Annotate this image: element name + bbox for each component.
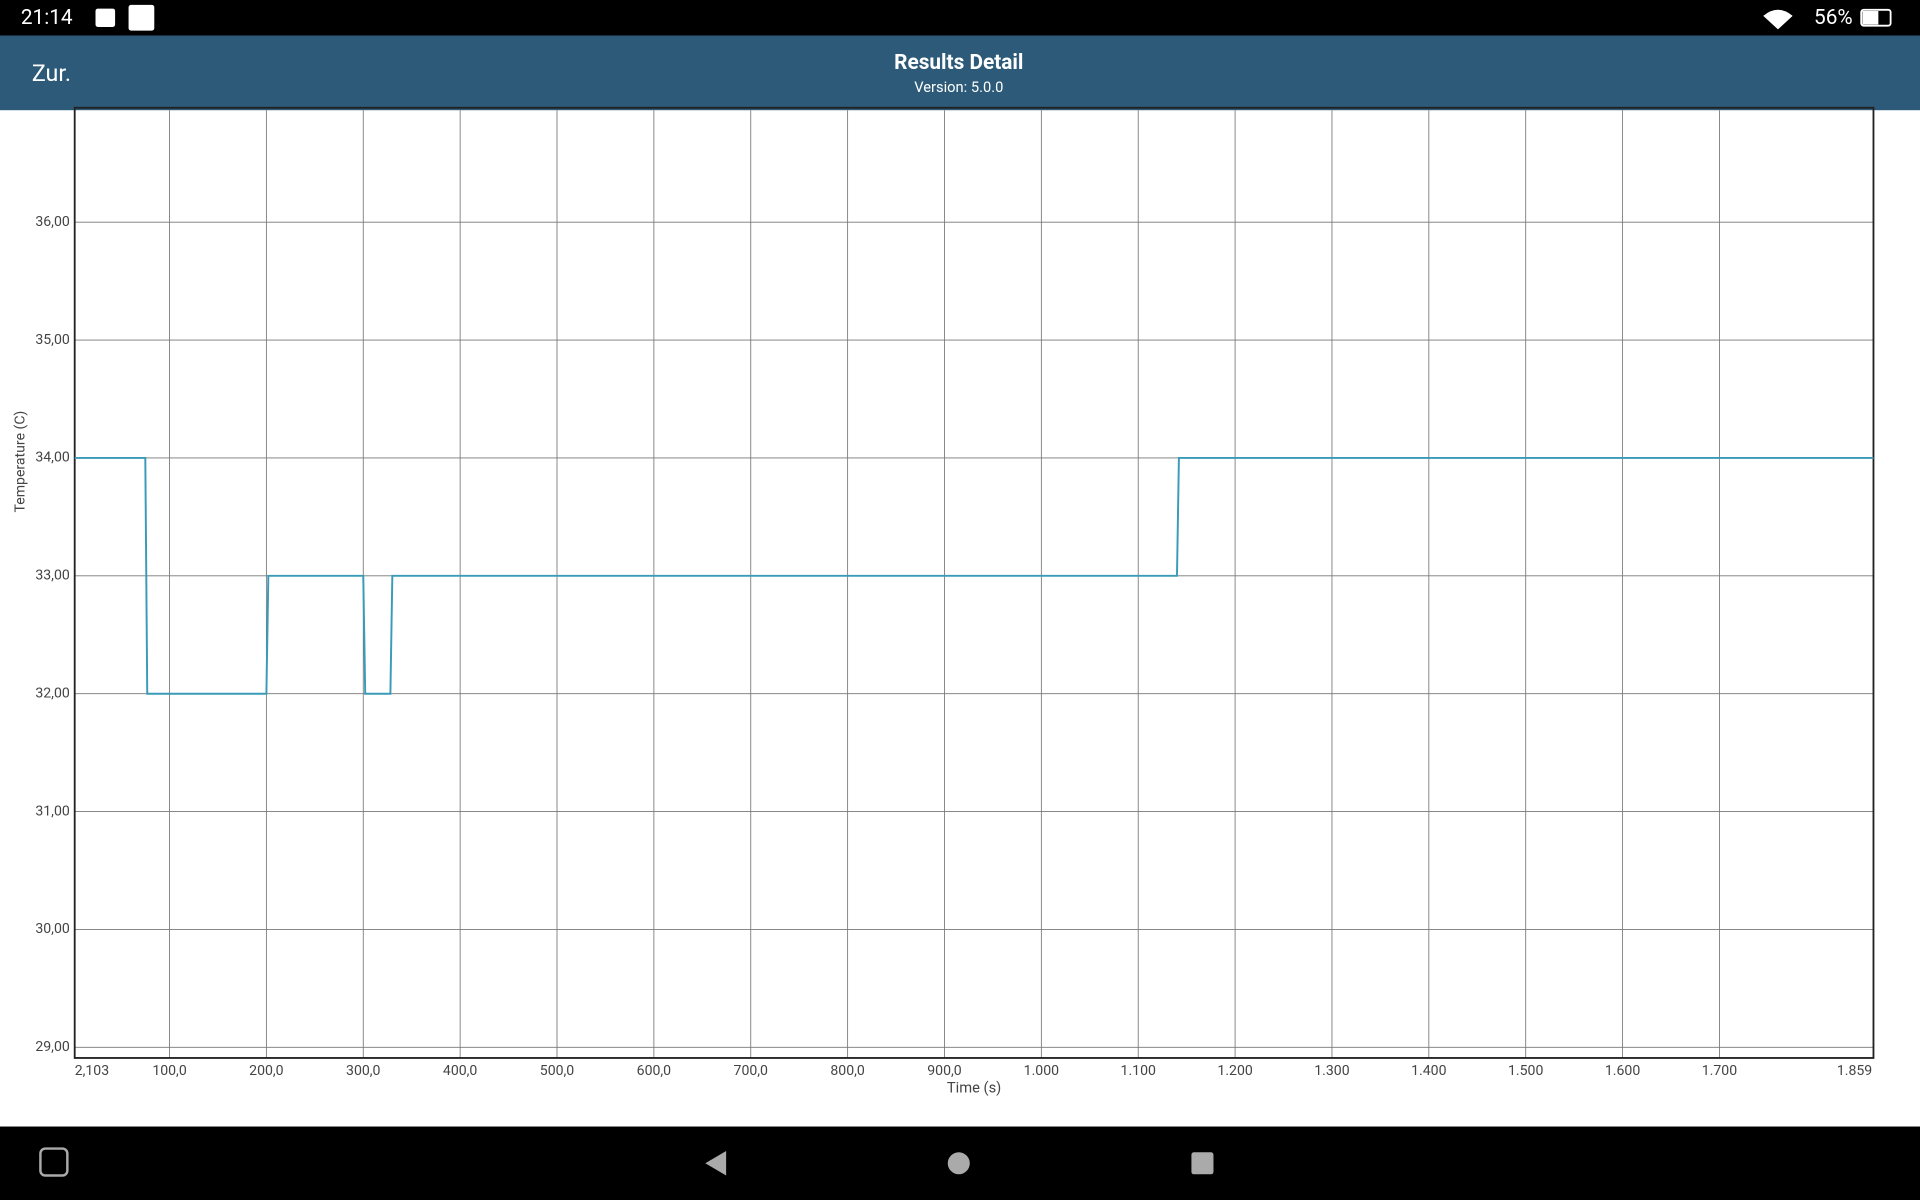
x-tick-label: 900,0: [927, 1063, 962, 1079]
version: Version: 5.0.0: [914, 78, 1003, 96]
x-tick-label: 1.400: [1411, 1063, 1446, 1079]
battery-icon: [1860, 8, 1892, 27]
data-line: [74, 456, 1874, 695]
y-tick-label: 29,00: [35, 1039, 70, 1055]
x-tick-label: 1.500: [1508, 1063, 1543, 1079]
app-header: [0, 35, 1920, 111]
y-tick-label: 32,00: [35, 685, 70, 701]
x-tick-label: 2,103: [75, 1063, 109, 1079]
x-tick-label: 800,0: [830, 1063, 865, 1079]
home-nav[interactable]: [947, 1152, 970, 1175]
y-tick-label: 36,00: [35, 214, 70, 230]
x-tick-label: 100,0: [152, 1063, 187, 1079]
x-tick-label: 1.100: [1121, 1063, 1156, 1079]
status-time: 21:14: [21, 6, 73, 30]
y-tick-label: 35,00: [35, 332, 70, 348]
back-button[interactable]: Zur.: [32, 59, 71, 87]
back-nav[interactable]: [705, 1151, 727, 1176]
x-tick-label: 300,0: [346, 1063, 381, 1079]
x-tick-label: 1.000: [1024, 1063, 1059, 1079]
x-tick-label: 1.600: [1605, 1063, 1640, 1079]
chart: 29,00 30,00 31,00 32,00 33,00 34,00 35,00 36,00…: [13, 106, 1875, 1096]
x-tick-label: 1.300: [1314, 1063, 1349, 1079]
app-icon: [128, 4, 155, 31]
y-tick-label: 31,00: [35, 803, 70, 819]
home-app-icon[interactable]: [39, 1147, 69, 1177]
x-axis-label: Time (s): [947, 1078, 1001, 1096]
x-tick-label: 1.200: [1217, 1063, 1252, 1079]
page-title: Results Detail: [894, 51, 1023, 75]
x-tick-label: 600,0: [637, 1063, 672, 1079]
x-tick-label: 400,0: [443, 1063, 478, 1079]
battery-level: 56%: [1814, 6, 1853, 30]
x-tick-label: 1.859: [1837, 1063, 1872, 1079]
x-tick-label: 200,0: [249, 1063, 284, 1079]
plot-frame: [73, 106, 1875, 1059]
x-tick-label: 500,0: [540, 1063, 575, 1079]
recents-nav[interactable]: [1191, 1152, 1214, 1175]
status-bar: [0, 0, 1920, 36]
y-tick-label: 34,00: [35, 450, 70, 466]
x-tick-label: 1.700: [1702, 1063, 1737, 1079]
gallery-icon: [95, 8, 116, 27]
y-tick-label: 30,00: [35, 921, 70, 937]
y-tick-label: 33,00: [35, 568, 70, 584]
battery-fill: [1862, 11, 1879, 25]
y-axis-label: Temperature (C): [13, 411, 29, 513]
x-tick-label: 700,0: [734, 1063, 769, 1079]
wifi-icon: [1763, 9, 1793, 30]
